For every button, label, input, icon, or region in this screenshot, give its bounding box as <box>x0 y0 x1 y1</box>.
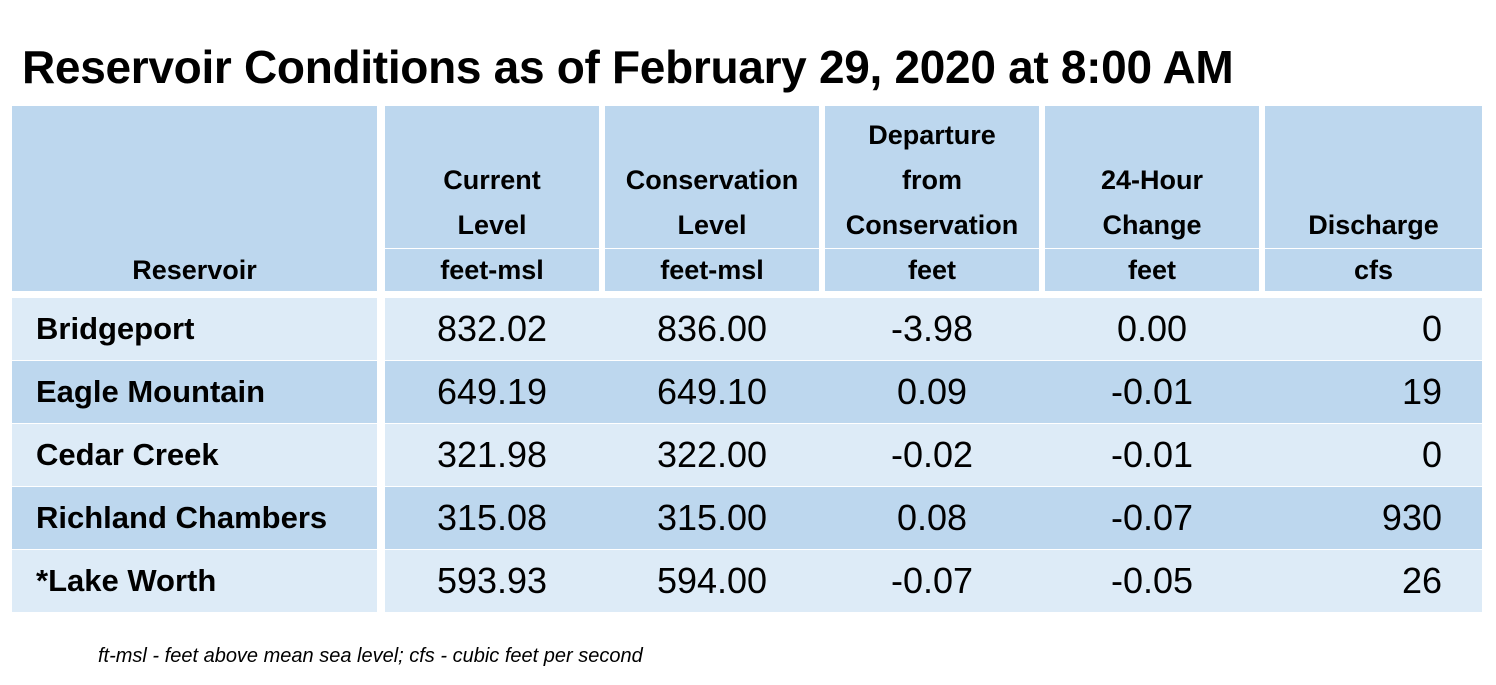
cell-discharge: 26 <box>1401 560 1442 601</box>
header-cell-conservation <box>605 106 819 248</box>
cell-current: 832.02 <box>436 308 548 349</box>
header-label-current: Level <box>457 210 527 240</box>
header-label-departure: Conservation <box>845 210 1019 240</box>
table-row <box>12 550 377 612</box>
header-cell-reservoir <box>12 106 377 291</box>
cell-departure: -0.07 <box>890 560 974 601</box>
cell-conservation: 322.00 <box>656 434 768 475</box>
unit-cell-discharge <box>1265 249 1482 291</box>
table-row <box>385 487 1482 549</box>
cell-discharge: 930 <box>1381 497 1442 538</box>
header-cell-departure <box>825 106 1039 248</box>
table-row <box>385 361 1482 423</box>
header-label-change: Change <box>1102 210 1202 240</box>
cell-departure: -0.02 <box>890 434 974 475</box>
unit-label-conservation: feet-msl <box>660 255 764 285</box>
reservoir-name: Bridgeport <box>36 311 195 346</box>
cell-current: 315.08 <box>436 497 548 538</box>
cell-conservation: 315.00 <box>656 497 768 538</box>
cell-departure: 0.09 <box>896 371 968 412</box>
unit-label-current: feet-msl <box>440 255 544 285</box>
page-title: Reservoir Conditions as of February 29, … <box>22 41 1234 93</box>
table-row <box>12 298 377 360</box>
cell-discharge: 0 <box>1421 434 1442 475</box>
reservoir-name: Cedar Creek <box>36 437 219 472</box>
cell-discharge: 0 <box>1421 308 1442 349</box>
cell-departure: 0.08 <box>896 497 968 538</box>
header-cell-discharge <box>1265 106 1482 248</box>
unit-label-discharge: cfs <box>1353 255 1394 285</box>
header-cell-current <box>385 106 599 248</box>
reservoir-name: *Lake Worth <box>36 563 217 598</box>
header-label-departure: Departure <box>868 120 996 150</box>
unit-label-change: feet <box>1127 255 1176 285</box>
cell-change: -0.05 <box>1110 560 1194 601</box>
cell-current: 593.93 <box>436 560 548 601</box>
unit-label-departure: feet <box>907 255 956 285</box>
unit-cell-departure <box>825 249 1039 291</box>
cell-change: -0.07 <box>1110 497 1194 538</box>
cell-discharge: 19 <box>1401 371 1442 412</box>
cell-conservation: 594.00 <box>656 560 768 601</box>
header-label-reservoir: Reservoir <box>132 255 257 285</box>
cell-conservation: 836.00 <box>656 308 768 349</box>
reservoir-name: Richland Chambers <box>36 500 328 535</box>
header-cell-change <box>1045 106 1259 248</box>
cell-change: -0.01 <box>1110 371 1194 412</box>
table-row <box>12 487 377 549</box>
cell-current: 321.98 <box>436 434 548 475</box>
reservoir-name: Eagle Mountain <box>36 374 266 409</box>
header-label-change: 24-Hour <box>1100 165 1203 195</box>
table-row <box>12 361 377 423</box>
cell-current: 649.19 <box>436 371 548 412</box>
cell-change: 0.00 <box>1116 308 1188 349</box>
footnote: ft-msl - feet above mean sea level; cfs … <box>98 645 643 667</box>
cell-departure: -3.98 <box>890 308 974 349</box>
table-row <box>385 298 1482 360</box>
unit-cell-current <box>385 249 599 291</box>
table-row <box>385 424 1482 486</box>
header-label-discharge: Discharge <box>1308 210 1439 240</box>
header-label-departure: from <box>902 165 962 195</box>
unit-cell-change <box>1045 249 1259 291</box>
table-row <box>385 550 1482 612</box>
header-label-conservation: Level <box>677 210 747 240</box>
cell-conservation: 649.10 <box>656 371 768 412</box>
unit-cell-conservation <box>605 249 819 291</box>
header-label-conservation: Conservation <box>625 165 799 195</box>
cell-change: -0.01 <box>1110 434 1194 475</box>
header-label-current: Current <box>443 165 541 195</box>
table-row <box>12 424 377 486</box>
